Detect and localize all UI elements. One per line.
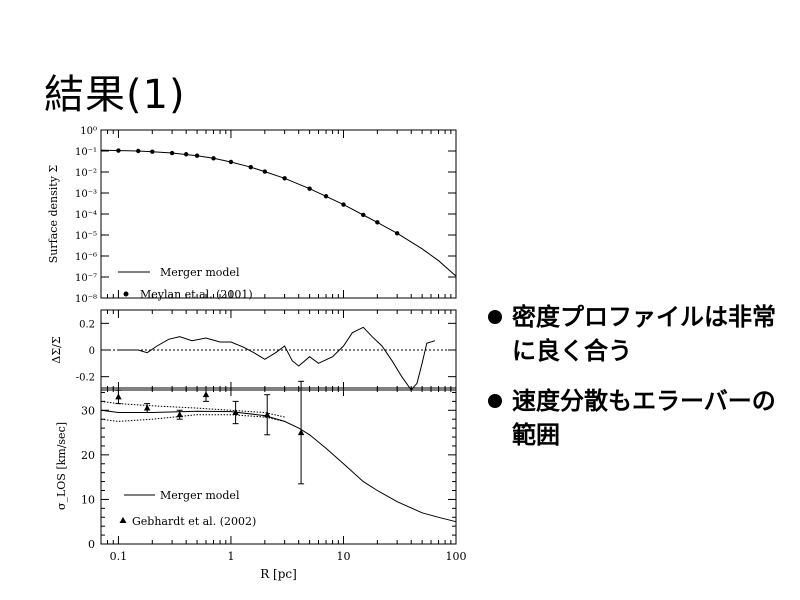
y-tick-label: 20 (81, 449, 95, 462)
legend-label: Meylan et al. (2001) (140, 288, 253, 301)
y-axis-label: σ_LOS [km/sec] (55, 422, 68, 510)
data-point-triangle (176, 411, 183, 418)
y-tick-label: 10 (81, 493, 95, 506)
data-point (194, 153, 200, 158)
data-point-triangle (143, 404, 151, 411)
data-point-triangle (297, 429, 305, 436)
bullet-dot-icon (488, 310, 502, 324)
bullet-text: 密度プロファイルは非常に良く合う (512, 303, 776, 365)
plot-frame (100, 129, 457, 299)
legend-label: Merger model (160, 266, 240, 279)
legend-triangle-icon (119, 517, 127, 523)
series-line-model-upper (100, 400, 285, 418)
data-point (169, 150, 175, 156)
y-tick-label: 10⁻¹ (75, 147, 97, 158)
data-point (183, 152, 189, 157)
y-tick-label: 10⁻⁴ (75, 210, 97, 221)
data-point (136, 148, 141, 154)
x-tick-label: 100 (446, 550, 467, 563)
data-point (116, 148, 121, 153)
data-point (361, 212, 366, 218)
data-point-triangle (264, 411, 271, 418)
legend-label: Gebhardt et al. (2002) (132, 515, 256, 528)
data-point-triangle (202, 391, 210, 398)
x-tick-label: 1 (227, 550, 234, 563)
y-axis-label: Surface density Σ (47, 165, 60, 264)
y-tick-label: 10⁻⁶ (75, 252, 97, 263)
y-tick-label: 30 (81, 404, 95, 417)
data-point (282, 176, 287, 181)
series-line-model-lower (100, 414, 285, 422)
bullet-text: 速度分散もエラーバーの範囲 (512, 387, 776, 449)
data-point (228, 159, 234, 165)
y-tick-label: 10⁻⁷ (75, 273, 97, 284)
y-tick-label: 10⁻⁸ (75, 294, 97, 305)
y-tick-label: 0 (88, 538, 95, 551)
series-line-merger-model (100, 409, 457, 523)
legend-dot-icon (123, 291, 129, 297)
legend-label: Merger model (160, 489, 240, 502)
x-tick-label: 0.1 (110, 550, 128, 563)
bullet-list: 密度プロファイルは非常に良く合う 速度分散もエラーバーの範囲 (488, 300, 788, 468)
y-axis-label: ΔΣ/Σ (50, 336, 63, 363)
series-line-residual (118, 326, 436, 391)
data-point (150, 149, 155, 154)
data-point (323, 194, 329, 199)
y-tick-label: 10⁰ (80, 126, 97, 137)
data-point-triangle (232, 409, 239, 416)
data-point (262, 169, 268, 174)
series-line-merger-model (100, 149, 457, 277)
y-tick-label: 0.2 (79, 319, 95, 330)
data-point (375, 220, 380, 225)
slide-title: 結果(1) (44, 72, 186, 118)
bullet-item: 速度分散もエラーバーの範囲 (488, 384, 788, 452)
data-point (394, 231, 400, 236)
plot-frame (100, 387, 457, 545)
y-tick-label: 10⁻³ (75, 189, 97, 200)
data-point-triangle (115, 393, 122, 400)
data-point (211, 156, 216, 161)
bullet-item: 密度プロファイルは非常に良く合う (488, 300, 788, 368)
y-tick-label: -0.2 (76, 373, 95, 384)
data-point (307, 186, 312, 191)
x-tick-label: 10 (336, 550, 350, 563)
y-tick-label: 0 (89, 346, 95, 357)
bullet-dot-icon (488, 394, 502, 408)
data-point (248, 164, 253, 170)
y-tick-label: 10⁻² (75, 168, 97, 179)
data-point (341, 202, 346, 207)
y-tick-label: 10⁻⁵ (75, 231, 97, 242)
x-axis-label: R [pc] (260, 567, 297, 581)
